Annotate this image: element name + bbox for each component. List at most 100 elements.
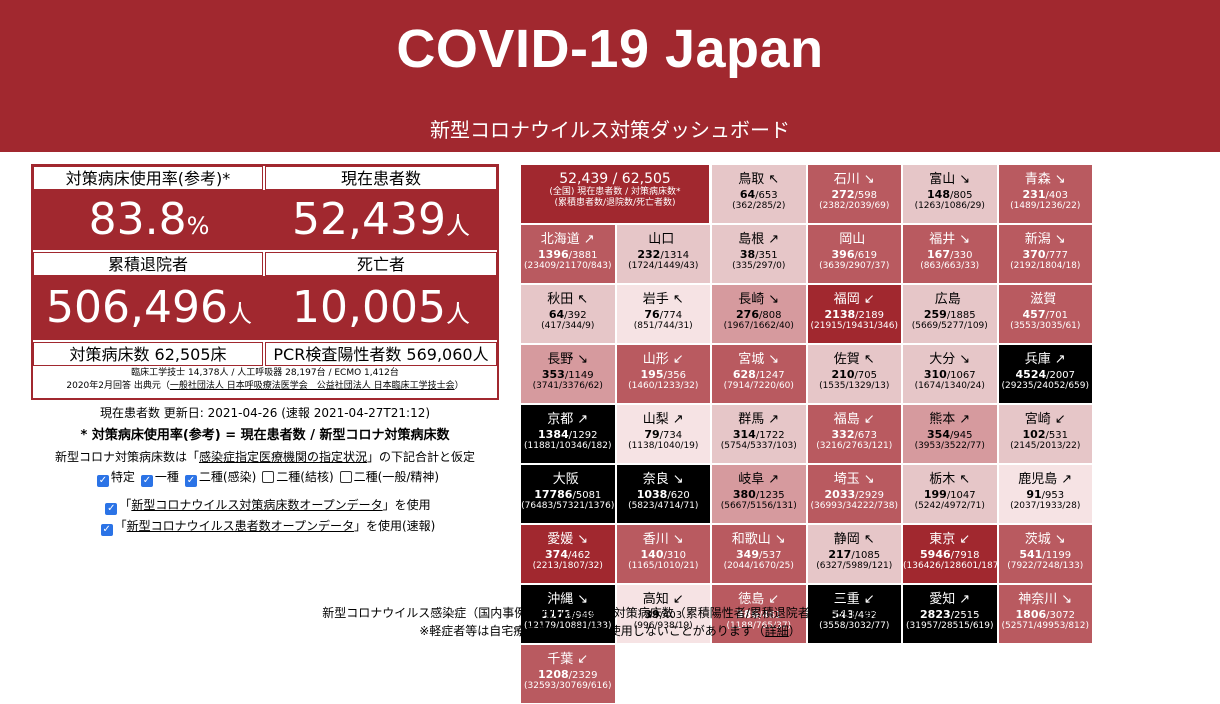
prefecture-tile[interactable]: 兵庫 ↗ 4524/2007 (29235/24052/659) <box>997 344 1093 404</box>
prefecture-name: 山口 <box>648 232 675 247</box>
bed-count: 2007 <box>1049 370 1075 381</box>
prefecture-tile[interactable]: 千葉 ↙ 1208/2329 (32593/30769/616) <box>520 644 616 704</box>
prefecture-tile[interactable]: 秋田 ↖ 64/392 (417/344/9) <box>520 284 616 344</box>
trend-arrow-icon: ↙ <box>863 292 875 307</box>
prefecture-tile[interactable]: 岩手 ↖ 76/774 (851/744/31) <box>615 284 711 344</box>
updated-text: 現在患者数 更新日: 2021-04-26 (速報 2021-04-27T21:… <box>99 406 431 420</box>
prefecture-tile[interactable]: 栃木 ↖ 199/1047 (5242/4972/71) <box>902 464 998 524</box>
trend-arrow-icon: ↘ <box>577 592 589 607</box>
trend-arrow-icon: ↘ <box>1054 172 1066 187</box>
prefecture-tile[interactable]: 和歌山 ↘ 349/537 (2044/1670/25) <box>711 524 807 584</box>
cumulative-stats: (21915/19431/346) <box>810 321 899 331</box>
prefecture-tile[interactable]: 岐阜 ↗ 380/1235 (5667/5156/131) <box>711 464 807 524</box>
bed-count: 330 <box>953 250 973 261</box>
prefecture-tile[interactable]: 鹿児島 ↗ 91/953 (2037/1933/28) <box>997 464 1093 524</box>
prefecture-tile[interactable]: 鳥取 ↖ 64/653 (362/285/2) <box>711 164 807 224</box>
current-patients: 314 <box>732 428 756 441</box>
prefecture-name: 宮城 <box>738 352 765 367</box>
prefecture-tile[interactable]: 静岡 ↖ 217/1085 (6327/5989/121) <box>806 524 902 584</box>
prefecture-tile[interactable]: 富山 ↘ 148/805 (1263/1086/29) <box>902 164 998 224</box>
prefecture-tile[interactable]: 高知 ↙ 39/403 (996/938/19) <box>615 584 711 644</box>
cumulative-stats: (3558/3032/77) <box>819 621 890 631</box>
prefecture-tile[interactable]: 京都 ↗ 1384/1292 (11881/10346/182) <box>520 404 616 464</box>
prefecture-tile[interactable]: 山口 232/1314 (1724/1449/43) <box>615 224 711 284</box>
prefecture-tile[interactable]: 山梨 ↗ 79/734 (1138/1040/19) <box>615 404 711 464</box>
current-patients: 210 <box>831 368 855 381</box>
prefecture-tile[interactable]: 宮城 ↘ 628/1247 (7914/7220/60) <box>711 344 807 404</box>
prefecture-tile[interactable]: 愛媛 ↘ 374/462 (2213/1807/32) <box>520 524 616 584</box>
source-link[interactable]: 一般社団法人 日本呼吸療法医学会 公益社団法人 日本臨床工学技士会 <box>169 381 455 391</box>
prefecture-tile[interactable]: 大阪 17786/5081 (76483/57321/1376) <box>520 464 616 524</box>
designation-link[interactable]: 感染症指定医療機関の指定状況 <box>198 450 367 464</box>
bed-count: 2329 <box>572 670 598 681</box>
prefecture-tile[interactable]: 福島 ↙ 332/673 (3216/2763/121) <box>806 404 902 464</box>
details-link[interactable]: 詳細 <box>764 624 789 638</box>
source-option-beds[interactable]: ✓ 「新型コロナウイルス対策病床数オープンデータ」を使用 <box>105 498 431 515</box>
beds-data-link[interactable]: 新型コロナウイルス対策病床数オープンデータ <box>131 498 383 512</box>
occupancy-label: 対策病床使用率(参考)* <box>33 166 263 190</box>
prefecture-tile[interactable]: 福岡 ↙ 2138/2189 (21915/19431/346) <box>806 284 902 344</box>
prefecture-name: 熊本 <box>929 412 956 427</box>
checkbox-icon[interactable] <box>262 471 275 483</box>
cumulative-stats: (1138/1040/19) <box>628 441 699 451</box>
cumulative-stats: (3953/3522/77) <box>914 441 985 451</box>
bed-count: 3072 <box>1049 610 1075 621</box>
prefecture-name: 京都 <box>547 412 574 427</box>
prefecture-tile[interactable]: 石川 ↘ 272/598 (2382/2039/69) <box>806 164 902 224</box>
prefecture-tile[interactable]: 奈良 ↘ 1038/620 (5823/4714/71) <box>615 464 711 524</box>
checkbox-icon[interactable]: ✓ <box>105 503 118 515</box>
bed-count: 5081 <box>575 490 602 501</box>
prefecture-name: 佐賀 <box>833 352 860 367</box>
prefecture-tile[interactable]: 群馬 ↗ 314/1722 (5754/5337/103) <box>711 404 807 464</box>
prefecture-tile[interactable]: 大分 ↘ 310/1067 (1674/1340/24) <box>902 344 998 404</box>
checkbox-icon[interactable]: ✓ <box>184 475 197 487</box>
deaths-value: 10,005人 <box>265 276 497 340</box>
checkbox-icon[interactable]: ✓ <box>100 524 113 536</box>
checkbox-icon[interactable]: ✓ <box>140 475 153 487</box>
bed-count: 7918 <box>954 550 980 561</box>
bed-count: 1149 <box>568 370 594 381</box>
prefecture-tile[interactable]: 長野 ↘ 353/1149 (3741/3376/62) <box>520 344 616 404</box>
prefecture-tile[interactable]: 島根 ↗ 38/351 (335/297/0) <box>711 224 807 284</box>
prefecture-tile[interactable]: 熊本 ↗ 354/945 (3953/3522/77) <box>902 404 998 464</box>
national-tile[interactable]: 52,439 / 62,505 (全国) 現在患者数 / 対策病床数* (累積患… <box>520 164 710 224</box>
source-option-patients[interactable]: ✓ 「新型コロナウイルス患者数オープンデータ」を使用(速報) <box>100 519 436 536</box>
prefecture-tile[interactable]: 香川 ↘ 140/310 (1165/1010/21) <box>615 524 711 584</box>
current-patients: 1384 <box>538 428 569 441</box>
prefecture-tile[interactable]: 茨城 ↘ 541/1199 (7922/7248/133) <box>997 524 1093 584</box>
prefecture-tile[interactable]: 宮崎 ↙ 102/531 (2145/2013/22) <box>997 404 1093 464</box>
trend-arrow-icon: ↘ <box>672 472 684 487</box>
prefecture-tile[interactable]: 北海道 ↗ 1396/3881 (23409/21170/843) <box>520 224 616 284</box>
current-patients: 272 <box>831 188 855 201</box>
prefecture-tile[interactable]: 沖縄 ↘ 1171/949 (12179/10881/133) <box>520 584 616 644</box>
checkbox-icon[interactable] <box>339 471 352 483</box>
prefecture-tile[interactable]: 三重 ↙ 543/492 (3558/3032/77) <box>806 584 902 644</box>
patients-data-link[interactable]: 新型コロナウイルス患者数オープンデータ <box>126 519 354 533</box>
cumulative-stats: (76483/57321/1376) <box>521 501 615 511</box>
prefecture-tile[interactable]: 青森 ↘ 231/403 (1489/1236/22) <box>997 164 1093 224</box>
prefecture-name: 広島 <box>934 292 961 307</box>
cumulative-stats: (23409/21170/843) <box>523 261 612 271</box>
prefecture-tile[interactable]: 滋賀 457/701 (3553/3035/61) <box>997 284 1093 344</box>
trend-arrow-icon: ↘ <box>1054 232 1066 247</box>
cumulative-stats: (52571/49953/812) <box>1001 621 1090 631</box>
cumulative-stats: (2382/2039/69) <box>819 201 890 211</box>
prefecture-tile[interactable]: 新潟 ↘ 370/777 (2192/1804/18) <box>997 224 1093 284</box>
prefecture-tile[interactable]: 福井 ↘ 167/330 (863/663/33) <box>902 224 998 284</box>
prefecture-tile[interactable]: 佐賀 ↖ 210/705 (1535/1329/13) <box>806 344 902 404</box>
prefecture-name: 埼玉 <box>833 472 860 487</box>
prefecture-name: 香川 <box>642 532 669 547</box>
prefecture-tile[interactable]: 広島 259/1885 (5669/5277/109) <box>902 284 998 344</box>
cumulative-stats: (2192/1804/18) <box>1010 261 1081 271</box>
current-patients: 39 <box>644 608 660 621</box>
checkbox-icon[interactable]: ✓ <box>96 475 109 487</box>
prefecture-tile[interactable]: 岡山 396/619 (3639/2907/37) <box>806 224 902 284</box>
current-patients: 79 <box>644 428 660 441</box>
prefecture-tile[interactable]: 東京 ↙ 5946/7918 (136426/128601/1879) <box>902 524 998 584</box>
prefecture-tile[interactable]: 埼玉 ↘ 2033/2929 (36993/34222/738) <box>806 464 902 524</box>
prefecture-tile[interactable]: 長崎 ↘ 276/808 (1967/1662/40) <box>711 284 807 344</box>
prefecture-tile[interactable]: 山形 ↙ 195/356 (1460/1233/32) <box>615 344 711 404</box>
bed-count: 403 <box>1048 190 1068 201</box>
trend-arrow-icon: ↗ <box>1061 472 1073 487</box>
trend-arrow-icon: ↘ <box>959 352 971 367</box>
